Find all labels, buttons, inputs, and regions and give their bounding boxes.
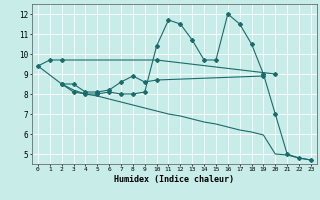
- X-axis label: Humidex (Indice chaleur): Humidex (Indice chaleur): [115, 175, 234, 184]
